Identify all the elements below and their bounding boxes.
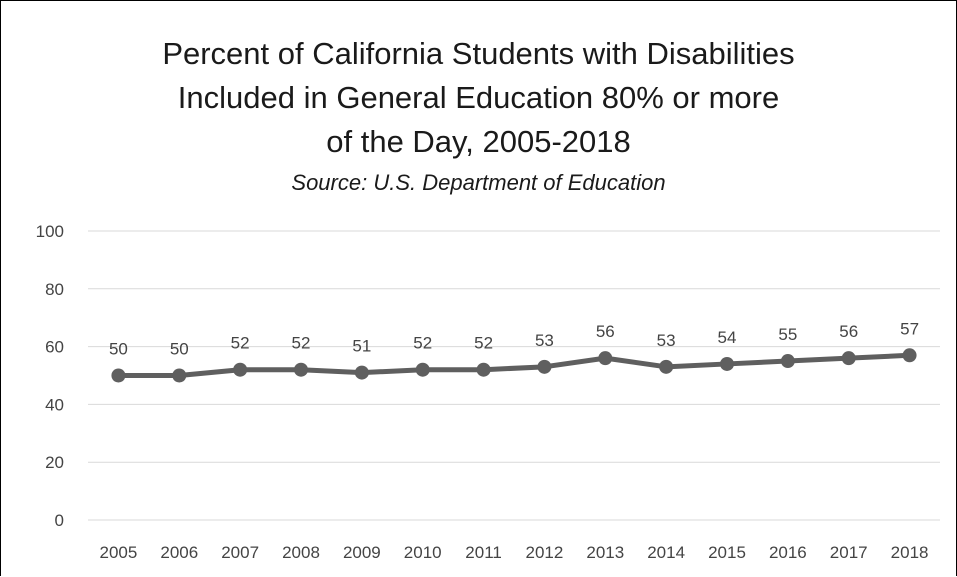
data-label: 55 (778, 325, 797, 344)
data-label: 52 (292, 334, 311, 353)
data-point-2012 (537, 359, 552, 374)
x-tick-label: 2008 (282, 543, 320, 562)
data-point-2007 (233, 362, 248, 377)
data-label: 53 (535, 331, 554, 350)
data-point-2018 (902, 348, 917, 363)
x-tick-label: 2009 (343, 543, 381, 562)
x-tick-label: 2013 (586, 543, 624, 562)
x-tick-label: 2012 (526, 543, 564, 562)
y-tick-label: 20 (45, 453, 64, 472)
data-point-2017 (841, 351, 856, 366)
series-line (118, 352, 910, 378)
data-label: 51 (352, 337, 371, 356)
x-tick-label: 2005 (100, 543, 138, 562)
data-point-2005 (111, 368, 126, 383)
data-label: 50 (170, 340, 189, 359)
data-point-2006 (172, 368, 187, 383)
chart-title-line-2: Included in General Education 80% or mor… (177, 80, 780, 115)
data-label: 56 (839, 322, 858, 341)
x-tick-label: 2014 (647, 543, 685, 562)
data-point-2008 (294, 362, 308, 377)
x-tick-label: 2017 (830, 543, 868, 562)
x-tick-label: 2015 (708, 543, 746, 562)
data-point-2013 (598, 351, 613, 366)
series-group (111, 348, 917, 383)
data-label: 54 (718, 328, 737, 347)
data-label: 52 (474, 334, 493, 353)
y-tick-label: 40 (45, 395, 64, 414)
x-tick-label: 2010 (404, 543, 442, 562)
x-tick-label: 2007 (221, 543, 259, 562)
x-axis-ticks: 2005 2006 2007 2008 2009 2010 2011 2012 2013 2014… (100, 543, 929, 562)
x-tick-label: 2016 (769, 543, 807, 562)
y-tick-label: 0 (55, 511, 64, 530)
data-point-2015 (720, 356, 734, 371)
data-label: 56 (596, 322, 615, 341)
data-point-2014 (659, 359, 674, 374)
y-axis-ticks: 0 20 40 60 80 100 (36, 222, 64, 530)
y-tick-label: 60 (45, 338, 64, 357)
x-tick-label: 2006 (160, 543, 198, 562)
x-tick-label: 2018 (891, 543, 929, 562)
data-label: 57 (900, 319, 919, 338)
data-labels: 50 50 52 52 51 52 52 53 56 53 54 55 56 57 (109, 319, 919, 358)
y-tick-label: 80 (45, 280, 64, 299)
data-label: 50 (109, 340, 128, 359)
chart-subtitle: Source: U.S. Department of Education (291, 170, 666, 195)
y-tick-label: 100 (36, 222, 64, 241)
data-label: 52 (231, 334, 250, 353)
data-point-2011 (476, 362, 491, 377)
data-label: 53 (657, 331, 676, 350)
data-point-2016 (780, 354, 795, 369)
chart-title-line-1: Percent of California Students with Disa… (162, 36, 795, 71)
data-point-2009 (354, 365, 369, 380)
data-point-2010 (415, 362, 430, 377)
gridlines (88, 230, 940, 521)
chart-title-line-3: of the Day, 2005-2018 (326, 124, 631, 159)
data-label: 52 (413, 334, 432, 353)
chart-title-block: Percent of California Students with Disa… (0, 32, 957, 200)
x-tick-label: 2011 (465, 543, 502, 562)
